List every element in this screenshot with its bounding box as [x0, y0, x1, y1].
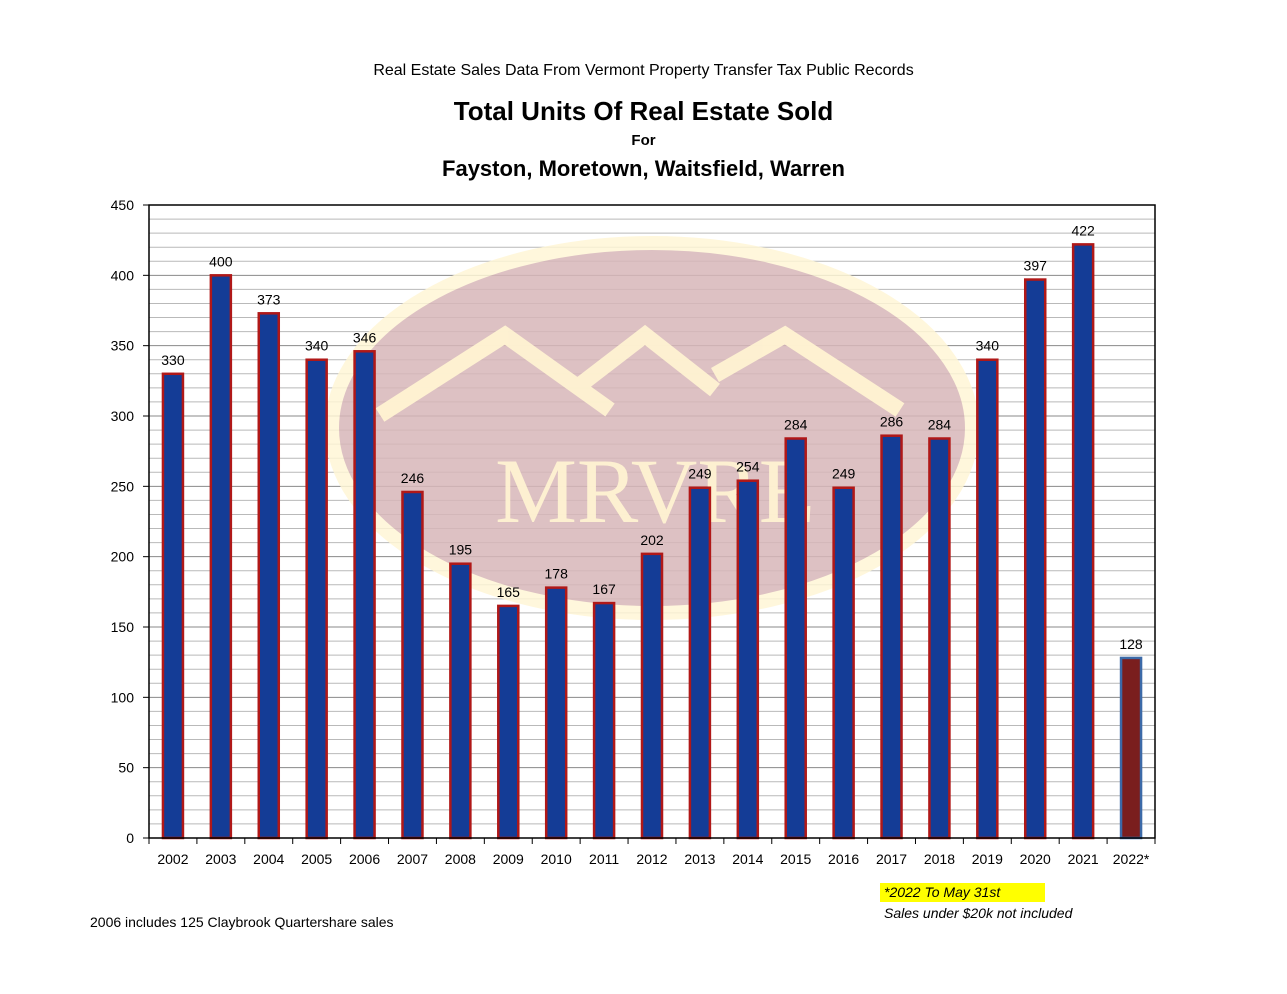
data-label: 284 [928, 417, 952, 433]
bar-2016 [832, 486, 855, 840]
data-label: 340 [305, 338, 329, 354]
footnote: 2006 includes 125 Claybrook Quartershare… [90, 914, 394, 930]
bar-2021 [1071, 243, 1095, 840]
data-label: 400 [209, 253, 233, 269]
data-label: 128 [1119, 636, 1143, 652]
chart-title-towns: Fayston, Moretown, Waitsfield, Warren [442, 156, 845, 181]
x-tick-label: 2005 [301, 851, 332, 867]
bar-2009 [497, 604, 520, 840]
watermark-text: MRVRE [495, 440, 815, 542]
x-tick-label: 2003 [205, 851, 236, 867]
x-tick-label: 2014 [732, 851, 763, 867]
y-tick-label: 0 [126, 830, 134, 846]
y-tick-label: 400 [111, 267, 135, 283]
data-label: 346 [353, 329, 377, 345]
x-tick-label: 2020 [1020, 851, 1051, 867]
bar-2018 [928, 437, 951, 840]
mountain-logo-icon [375, 324, 905, 422]
x-tick-label: 2008 [445, 851, 476, 867]
x-tick-label: 2022* [1113, 851, 1150, 867]
bar-2019 [976, 358, 999, 840]
data-label: 330 [161, 352, 185, 368]
chart-title: Total Units Of Real Estate Sold [453, 96, 834, 126]
plot-frame [148, 204, 1156, 839]
data-label: 284 [784, 417, 808, 433]
bar-2003 [209, 274, 233, 840]
bar-2015 [784, 437, 807, 840]
x-tick-label: 2017 [876, 851, 907, 867]
x-tick-label: 2009 [493, 851, 524, 867]
x-tick-label: 2019 [972, 851, 1003, 867]
bar-2012 [640, 552, 664, 840]
x-tick-label: 2012 [636, 851, 667, 867]
data-label: 167 [592, 581, 616, 597]
chart-subtitle: Real Estate Sales Data From Vermont Prop… [373, 62, 914, 79]
x-tick-label: 2018 [924, 851, 955, 867]
note-exclusion: Sales under $20k not included [884, 905, 1073, 921]
y-tick-label: 300 [111, 408, 135, 424]
data-label: 246 [401, 470, 425, 486]
note-highlight-box [880, 883, 1045, 902]
bar-2022 [1119, 656, 1143, 840]
data-label: 178 [545, 566, 569, 582]
y-tick-label: 150 [111, 619, 135, 635]
data-label: 397 [1024, 258, 1048, 274]
x-tick-label: 2021 [1068, 851, 1099, 867]
bar-2002 [161, 372, 185, 840]
x-tick-label: 2015 [780, 851, 811, 867]
data-label: 254 [736, 459, 760, 475]
x-tick-label: 2010 [541, 851, 572, 867]
bar-2007 [401, 490, 424, 840]
data-label: 195 [449, 542, 473, 558]
x-tick-label: 2013 [684, 851, 715, 867]
bar-2017 [880, 434, 903, 840]
bar-2008 [449, 562, 472, 840]
bar-2006 [353, 350, 376, 840]
y-tick-label: 350 [111, 338, 135, 354]
bar-2020 [1023, 278, 1047, 840]
data-label: 373 [257, 291, 281, 307]
x-tick-label: 2002 [157, 851, 188, 867]
y-tick-label: 450 [111, 197, 135, 213]
x-tick-label: 2007 [397, 851, 428, 867]
data-label: 249 [688, 466, 712, 482]
bar-2004 [257, 312, 281, 840]
y-tick-label: 200 [111, 549, 135, 565]
bar-2014 [736, 479, 760, 840]
note-partial-year: *2022 To May 31st [884, 884, 1001, 900]
data-label: 249 [832, 466, 856, 482]
data-label: 165 [497, 584, 521, 600]
x-tick-label: 2016 [828, 851, 859, 867]
x-tick-label: 2004 [253, 851, 284, 867]
bar-2005 [305, 358, 328, 840]
chart-axes: 2002 2003 2004 2005 2006 2007 2008 2009 2010 2011… [111, 197, 1156, 867]
y-tick-label: 250 [111, 478, 135, 494]
bar-2011 [592, 601, 616, 840]
y-tick-label: 50 [118, 760, 134, 776]
data-label: 340 [976, 338, 1000, 354]
y-tick-label: 100 [111, 689, 135, 705]
data-label: 202 [640, 532, 664, 548]
data-label: 286 [880, 414, 904, 430]
chart-title-for: For [631, 132, 656, 149]
chart-data-labels: 330 400 373 340 346 246 195 165 178 167 202 249 254 2… [161, 222, 1143, 652]
x-tick-label: 2011 [589, 851, 619, 867]
data-label: 422 [1071, 222, 1095, 238]
x-tick-label: 2006 [349, 851, 380, 867]
bar-2013 [688, 486, 712, 840]
bar-2010 [544, 586, 568, 840]
